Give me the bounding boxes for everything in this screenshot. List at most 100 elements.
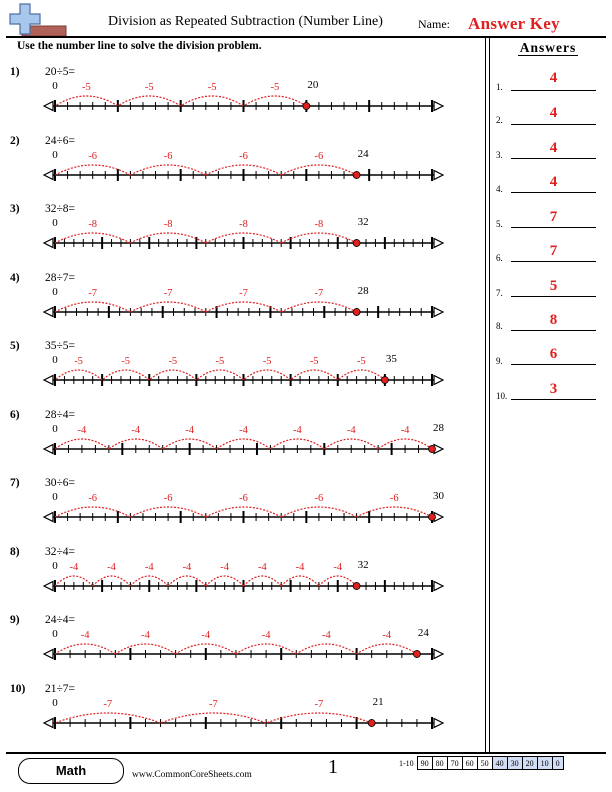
answer-line [511, 364, 596, 365]
jump-arc [130, 301, 207, 313]
number-line: 0 -6 -6 -6 -6 24 [42, 148, 445, 181]
jump-label: -6 [164, 493, 173, 504]
problem-text: 32÷8= [45, 203, 76, 215]
subject-badge: Math [18, 758, 124, 784]
answer-value: 5 [549, 278, 558, 294]
jump-arc [205, 232, 282, 244]
jump-label: -5 [208, 82, 217, 93]
zero-label: 0 [52, 149, 58, 161]
website-link[interactable]: www.CommonCoreSheets.com [132, 770, 252, 780]
jump-label: -6 [88, 151, 97, 162]
jump-arc [205, 164, 282, 176]
header-divider [6, 36, 606, 38]
jump-arc [54, 575, 94, 587]
answers-heading: Answers [517, 40, 579, 56]
jump-label: -4 [81, 630, 90, 641]
jump-arc [205, 575, 244, 587]
jump-label: -4 [296, 562, 305, 573]
left-arrow-icon [42, 648, 54, 660]
answer-line [511, 399, 596, 400]
jump-label: -6 [88, 493, 97, 504]
jump-arc [280, 575, 320, 587]
number-line: 0 -4 -4 -4 -4 -4 -4 -4 28 [42, 422, 445, 455]
jump-arc [54, 438, 110, 450]
answer-value: 4 [549, 174, 558, 190]
problem-text: 28÷4= [45, 409, 76, 421]
jump-label: -8 [239, 219, 248, 230]
start-point [413, 650, 421, 658]
score-label: 1-10 [399, 758, 414, 768]
jump-label: -7 [239, 288, 248, 299]
left-arrow-icon [42, 100, 54, 112]
answer-value: 4 [549, 70, 558, 86]
answer-column-divider-inner [489, 36, 490, 752]
score-cell: 20 [521, 756, 538, 770]
jump-arc [377, 438, 433, 450]
start-point [367, 719, 376, 727]
jump-label: -5 [263, 356, 272, 367]
jump-arc [270, 438, 325, 450]
problem-number: 8) [10, 546, 20, 558]
answer-line [511, 192, 596, 193]
jump-arc [280, 164, 357, 176]
problem-number: 5) [10, 340, 20, 352]
problem-text: 32÷4= [45, 546, 76, 558]
zero-label: 0 [52, 491, 58, 503]
jump-label: -8 [315, 219, 324, 230]
answer-line [511, 90, 596, 91]
zero-label: 0 [52, 80, 58, 92]
right-arrow-icon [433, 100, 445, 112]
problem-text: 20÷5= [45, 66, 76, 78]
jump-label: -4 [220, 562, 229, 573]
jump-arc [216, 438, 271, 450]
jump-arc [243, 575, 282, 587]
jump-label: -4 [145, 562, 154, 573]
jump-arc [54, 506, 131, 518]
jump-arc [130, 164, 207, 176]
jump-arc [356, 643, 418, 655]
jump-label: -4 [322, 630, 331, 641]
left-arrow-icon [42, 237, 54, 249]
answer-line [511, 296, 596, 297]
jump-arc [295, 643, 357, 655]
jump-label: -7 [103, 699, 112, 710]
jump-arc [54, 643, 116, 655]
left-arrow-icon [42, 169, 54, 181]
zero-label: 0 [52, 560, 58, 572]
score-cell: 50 [476, 756, 493, 770]
jump-arc [148, 369, 197, 381]
jump-label: -7 [88, 288, 97, 299]
jump-label: -4 [239, 425, 248, 436]
number-line: 0 -5 -5 -5 -5 -5 -5 -5 35 [42, 353, 445, 386]
jump-label: -4 [347, 425, 356, 436]
jump-arc [280, 232, 357, 244]
jump-label: -4 [401, 425, 410, 436]
jump-arc [167, 575, 207, 587]
jump-arc [180, 95, 244, 107]
instructions: Use the number line to solve the divisio… [17, 40, 262, 52]
jump-arc [205, 506, 282, 518]
number-line: 0 -6 -6 -6 -6 -6 30 [42, 490, 445, 523]
jump-label: -4 [183, 562, 192, 573]
jump-label: -4 [141, 630, 150, 641]
answer-number: 5. [496, 219, 503, 229]
start-point [352, 171, 361, 179]
dividend-label: 30 [433, 490, 445, 502]
answer-value: 3 [549, 381, 558, 397]
jump-label: -8 [164, 219, 173, 230]
score-cell: 0 [551, 756, 564, 770]
jump-arc [195, 369, 244, 381]
problem-text: 30÷6= [45, 477, 76, 489]
jump-label: -4 [333, 562, 342, 573]
number-line: 0 -4 -4 -4 -4 -4 -4 24 [42, 627, 445, 660]
score-table: 1-10 90 80 70 60 50 40 30 20 10 0 [396, 756, 564, 770]
jump-label: -4 [107, 562, 116, 573]
number-line: 0 -4 -4 -4 -4 -4 -4 -4 -4 32 [42, 559, 445, 592]
zero-label: 0 [52, 217, 58, 229]
answer-value: 7 [549, 209, 558, 225]
answer-number: 10. [496, 391, 508, 401]
jump-arc [162, 438, 217, 450]
jump-arc [337, 369, 386, 381]
jump-arc [243, 95, 307, 107]
jump-label: -5 [216, 356, 225, 367]
